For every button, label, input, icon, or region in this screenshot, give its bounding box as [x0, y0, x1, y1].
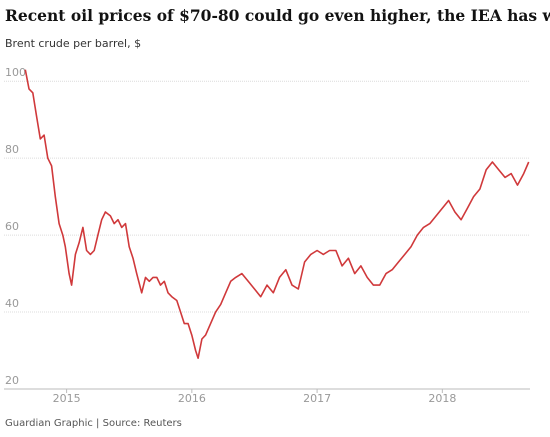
- x-tick-label: 2017: [303, 392, 331, 405]
- chart-subtitle: Brent crude per barrel, $: [5, 37, 141, 50]
- y-tick-label: 40: [5, 297, 19, 310]
- y-tick-label: 100: [5, 66, 26, 79]
- price-line: [24, 69, 530, 359]
- x-tick-label: 2016: [178, 392, 206, 405]
- y-tick-label: 20: [5, 374, 19, 387]
- y-tick-label: 80: [5, 143, 19, 156]
- x-tick-label: 2018: [428, 392, 456, 405]
- x-tick-label: 2015: [53, 392, 81, 405]
- source-note: Guardian Graphic | Source: Reuters: [5, 418, 182, 429]
- chart-title: Recent oil prices of $70-80 could go eve…: [5, 6, 550, 25]
- y-tick-label: 60: [5, 220, 19, 233]
